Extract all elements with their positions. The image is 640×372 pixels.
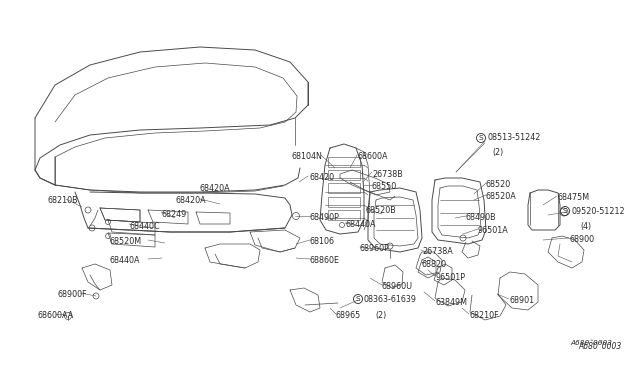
Text: 68960U: 68960U [382,282,413,291]
Text: 63849M: 63849M [436,298,468,307]
Text: S: S [479,135,483,141]
Text: 68106: 68106 [310,237,335,246]
Text: 68860E: 68860E [310,256,340,265]
Text: 08513-51242: 08513-51242 [487,134,540,142]
Text: 68420A: 68420A [175,196,205,205]
Text: 68440A: 68440A [345,220,376,229]
Text: 96501A: 96501A [478,226,509,235]
Text: S: S [356,296,360,302]
Bar [328,170,360,180]
Text: (2): (2) [375,311,387,320]
Text: 68520B: 68520B [366,206,397,215]
Text: 26738A: 26738A [422,247,452,256]
Text: 68520A: 68520A [486,192,516,201]
Text: (4): (4) [580,222,591,231]
Text: 68900F: 68900F [58,290,88,299]
Text: A680ˆ0003: A680ˆ0003 [578,342,621,351]
Text: 68965: 68965 [336,311,361,320]
Text: 68210F: 68210F [470,311,500,320]
Text: 68960P: 68960P [360,244,390,253]
Text: 68440A: 68440A [110,256,141,265]
Bar [328,157,360,167]
Text: 68104N: 68104N [291,152,322,161]
Text: 68600A: 68600A [358,152,388,161]
Text: 68901: 68901 [510,296,535,305]
Text: 68249: 68249 [161,210,186,219]
Text: 26738B: 26738B [372,170,403,179]
Bar [328,210,360,220]
Text: 68520M: 68520M [110,237,142,246]
Text: 68550: 68550 [372,182,397,191]
Text: S: S [563,208,567,214]
Text: 68420: 68420 [310,173,335,182]
Text: 68490B: 68490B [466,213,497,222]
Bar [328,183,360,193]
Bar [328,197,360,207]
Text: 68900: 68900 [570,235,595,244]
Text: 68475M: 68475M [558,193,590,202]
Text: 68520: 68520 [486,180,511,189]
Text: (2): (2) [492,148,503,157]
Text: 68820: 68820 [422,260,447,269]
Text: 09520-51212: 09520-51212 [571,206,625,215]
Text: 68600AA: 68600AA [38,311,74,320]
Text: 68210B: 68210B [48,196,79,205]
Text: 08363-61639: 08363-61639 [364,295,417,304]
Text: A680ˆ0003: A680ˆ0003 [570,340,612,346]
Text: 68440C: 68440C [130,222,161,231]
Text: 96501P: 96501P [436,273,466,282]
Text: 68420A: 68420A [200,184,230,193]
Text: 68490P: 68490P [310,213,340,222]
